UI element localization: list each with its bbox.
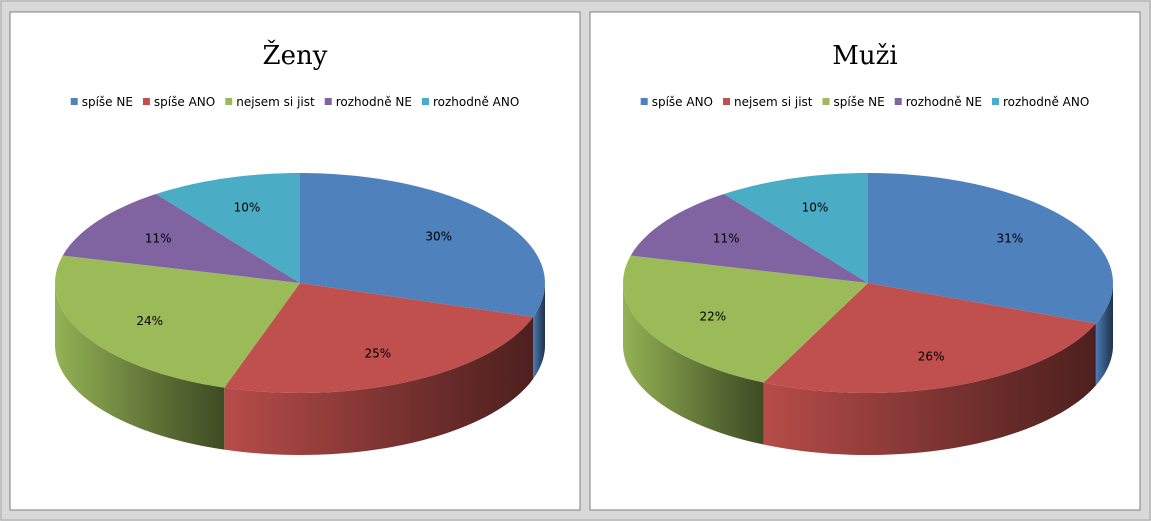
legend-label: spíše NE — [82, 95, 133, 109]
legend-swatch — [894, 98, 902, 105]
data-label: 10% — [234, 201, 261, 215]
data-label: 31% — [997, 231, 1024, 245]
legend-swatch — [822, 98, 830, 105]
chart-title: Ženy — [263, 39, 328, 71]
slice — [62, 194, 300, 283]
legend-label: spíše NE — [834, 95, 885, 109]
chart-title: Muži — [832, 41, 897, 71]
legend-swatch — [991, 98, 999, 105]
legend-label: rozhodně NE — [906, 95, 982, 109]
legend-swatch — [324, 98, 332, 105]
slice-side-shade — [623, 283, 764, 445]
legend-swatch — [225, 98, 233, 105]
slice-side-shade — [763, 323, 1096, 455]
slice — [763, 283, 1096, 393]
legend-label: nejsem si jist — [236, 95, 315, 109]
data-label: 30% — [425, 229, 452, 243]
slice — [723, 173, 868, 283]
legend-swatch — [142, 98, 150, 105]
legend-label: rozhodně NE — [336, 95, 412, 109]
legend-label: spíše ANO — [652, 95, 713, 109]
legend-label: nejsem si jist — [734, 95, 813, 109]
slice-side-shade — [55, 283, 225, 450]
legend-swatch — [70, 98, 78, 105]
slice-side-shade — [533, 283, 545, 379]
slice — [155, 173, 300, 283]
legend-label: spíše ANO — [154, 95, 215, 109]
slice — [868, 173, 1113, 324]
slice — [300, 173, 545, 317]
legend-label: rozhodně ANO — [433, 95, 519, 109]
slice — [623, 255, 868, 383]
data-label: 25% — [365, 347, 392, 361]
data-label: 11% — [713, 231, 740, 245]
slice-side-shade — [224, 316, 534, 455]
slice — [224, 283, 534, 393]
data-label: 26% — [918, 350, 945, 364]
slice — [630, 194, 868, 283]
legend-label: rozhodně ANO — [1003, 95, 1089, 109]
legend-swatch — [640, 98, 648, 105]
legend-swatch — [723, 98, 731, 105]
data-label: 10% — [802, 201, 829, 215]
data-label: 11% — [145, 231, 172, 245]
slice — [55, 255, 300, 388]
legend-swatch — [421, 98, 429, 105]
data-label: 24% — [136, 314, 163, 328]
slice-side-shade — [1095, 283, 1113, 386]
data-label: 22% — [699, 310, 726, 324]
